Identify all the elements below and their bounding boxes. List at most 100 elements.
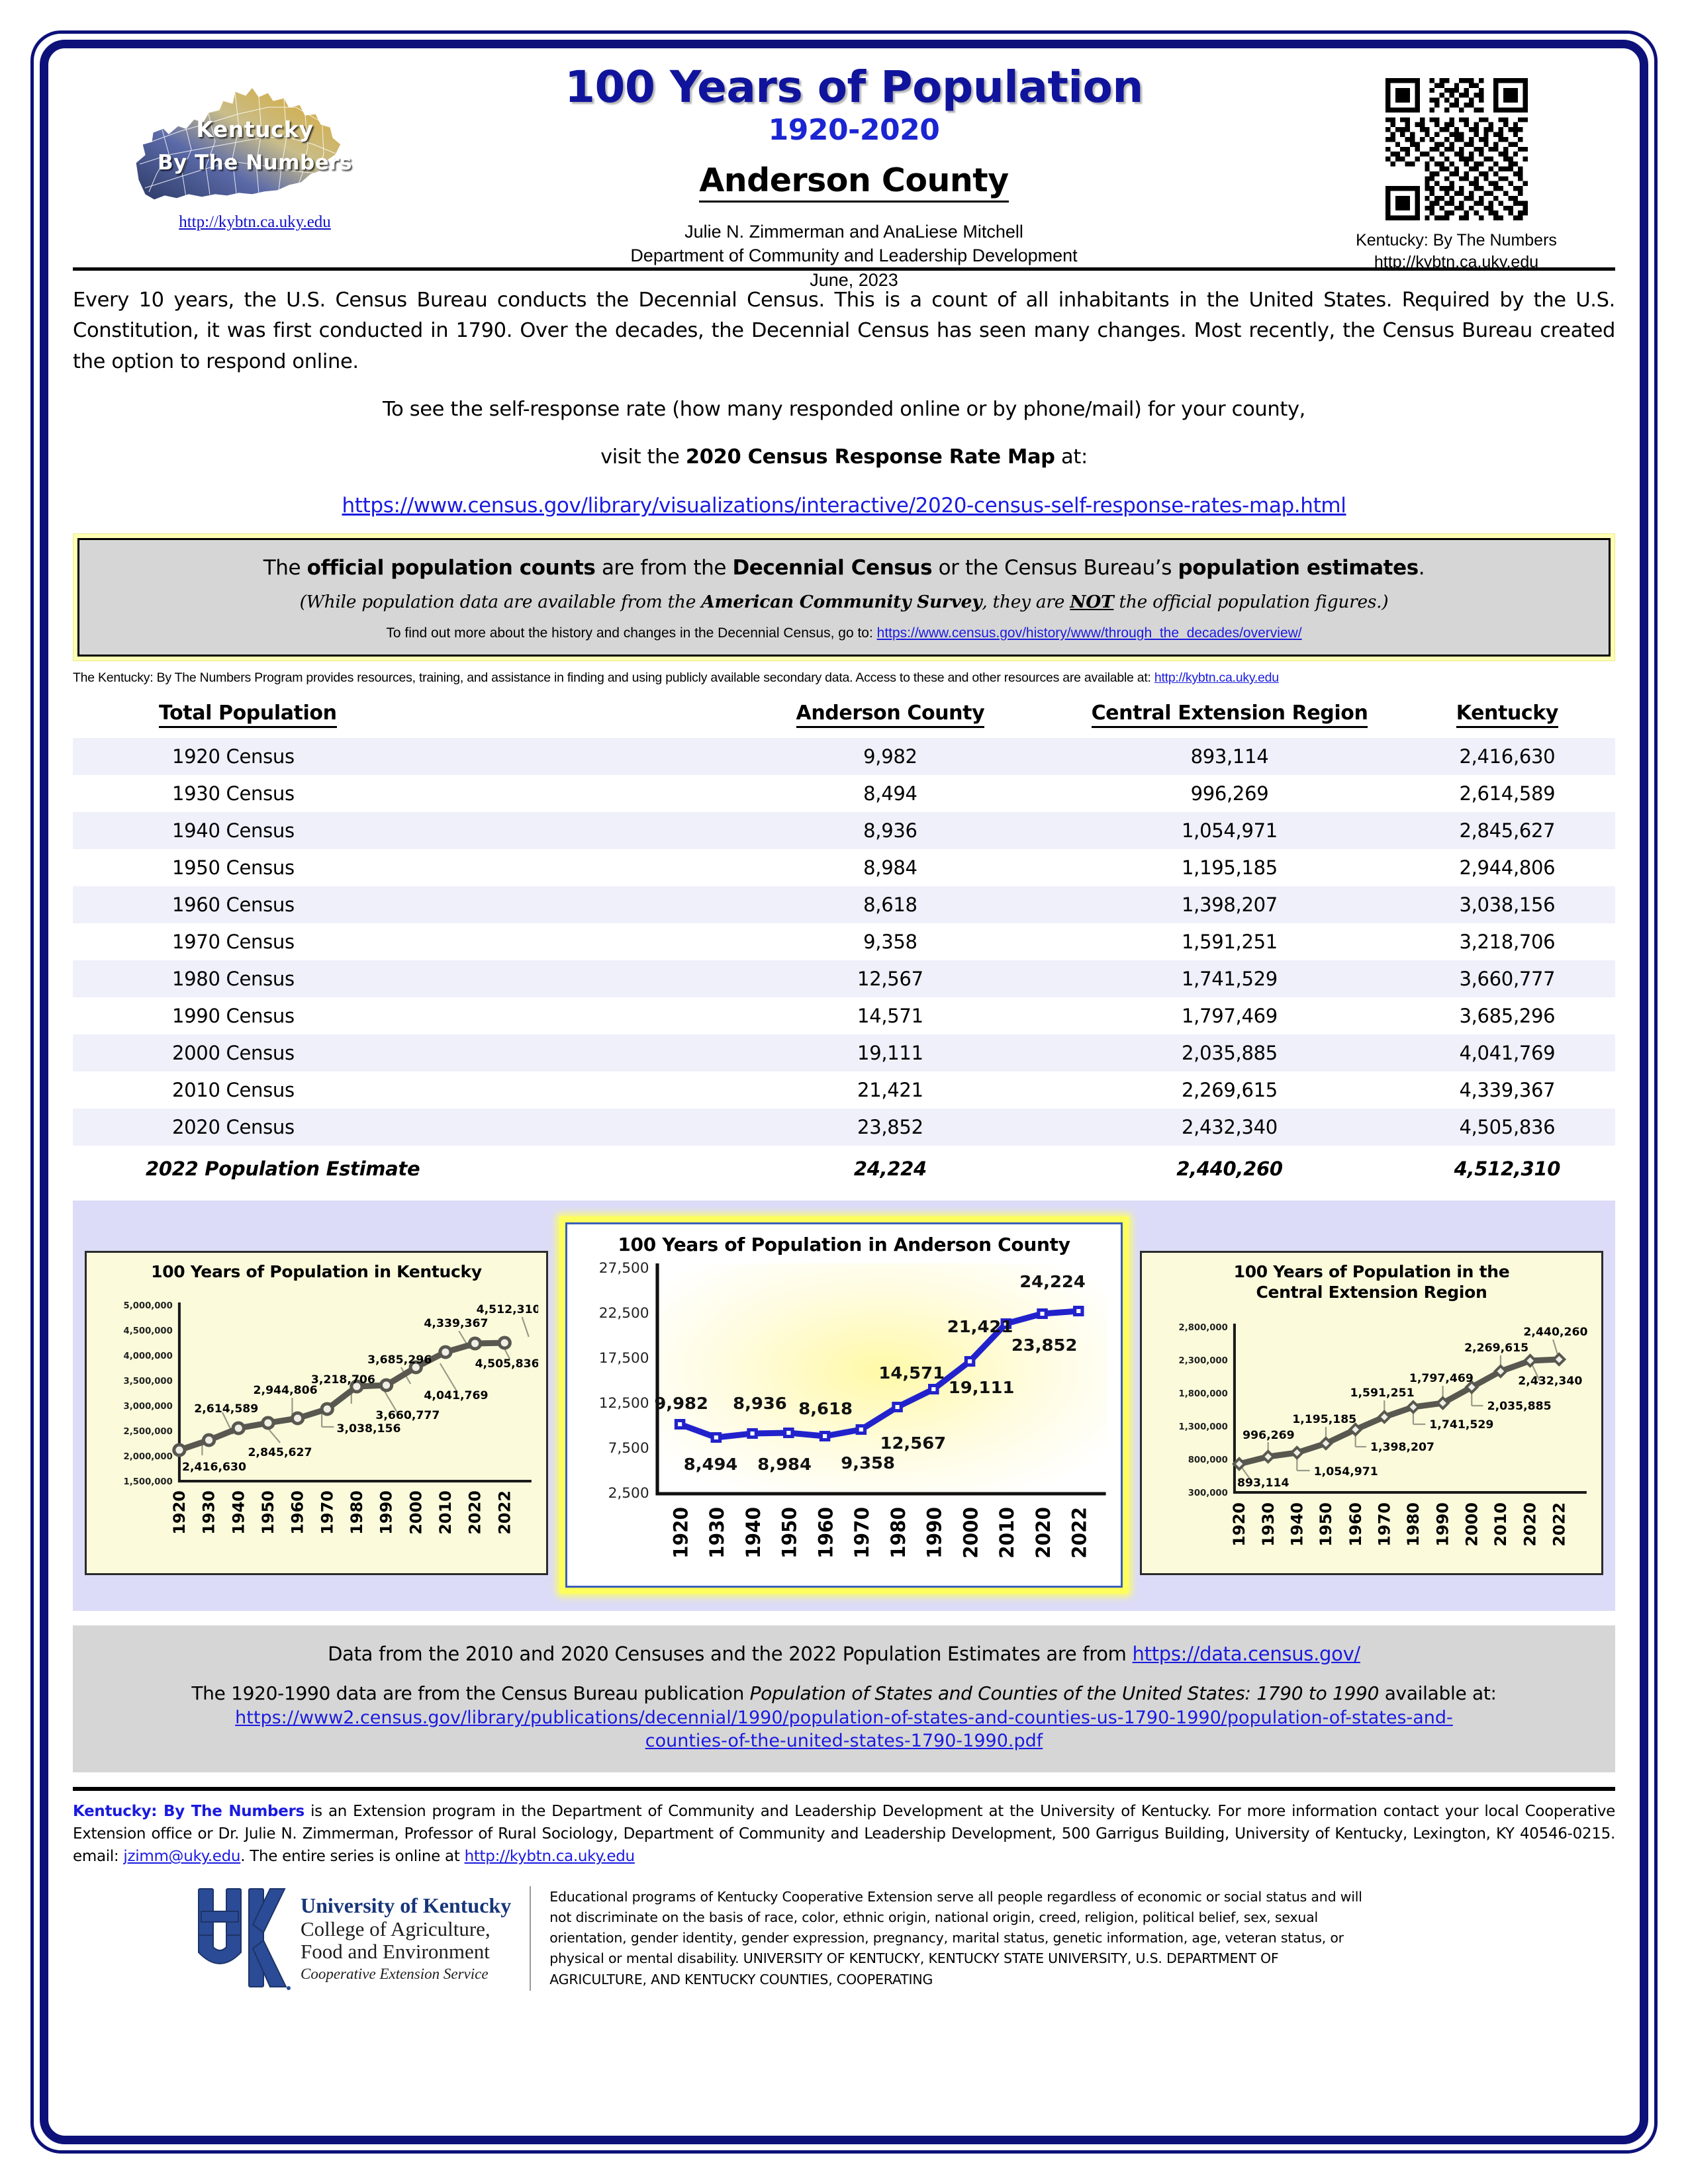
svg-text:2,500: 2,500 [608, 1485, 649, 1502]
email-link[interactable]: jzimm@uky.edu [123, 1848, 241, 1866]
intro-paragraph: Every 10 years, the U.S. Census Bureau c… [73, 289, 1615, 373]
program-note-link[interactable]: http://kybtn.ca.uky.edu [1154, 670, 1279, 686]
c1d: Decennial Census [732, 556, 933, 580]
svg-text:2,000,000: 2,000,000 [124, 1452, 173, 1462]
row-state: 3,660,777 [1399, 960, 1615, 998]
col-header-region: Central Extension Region [1060, 695, 1399, 729]
data-census-gov-link[interactable]: https://data.census.gov/ [1132, 1643, 1361, 1666]
svg-text:4,041,769: 4,041,769 [424, 1389, 488, 1402]
svg-text:4,500,000: 4,500,000 [124, 1326, 173, 1336]
row-region: 996,269 [1190, 782, 1269, 805]
svg-text:1960: 1960 [289, 1490, 307, 1535]
svg-text:1,195,185: 1,195,185 [1292, 1413, 1356, 1426]
row-county: 9,358 [863, 931, 917, 954]
svg-text:5,000,000: 5,000,000 [124, 1301, 173, 1311]
row-county: 14,571 [857, 1005, 923, 1028]
svg-text:2000: 2000 [1462, 1502, 1481, 1547]
cta-post: at: [1055, 445, 1088, 469]
footer-note: Kentucky: By The Numbers is an Extension… [73, 1800, 1615, 1868]
page-border-outer [30, 30, 1658, 2154]
svg-text:1,500,000: 1,500,000 [124, 1477, 173, 1487]
row-state: 4,505,836 [1399, 1109, 1615, 1146]
table-row: 1940 Census 8,936 1,054,971 2,845,627 [73, 812, 1615, 850]
row-region: 2,035,885 [1060, 1034, 1399, 1072]
row-label: 2000 Census [73, 1034, 721, 1072]
table-row: 1980 Census 12,567 1,741,529 3,660,777 [73, 960, 1615, 998]
source-1-text: Data from the 2010 and 2020 Censuses and… [328, 1643, 1133, 1666]
kybtn-logo: Kentucky By The Numbers http://kybtn.ca.… [113, 78, 397, 232]
table-row: 2010 Census 21,421 2,269,615 4,339,367 [73, 1071, 1615, 1109]
row-county: 19,111 [720, 1034, 1060, 1072]
estimate-state: 4,512,310 [1454, 1158, 1561, 1181]
row-region: 1,591,251 [1182, 931, 1278, 954]
row-region: 1,741,529 [1060, 960, 1399, 998]
row-state: 2,416,630 [1399, 738, 1615, 776]
svg-text:1,300,000: 1,300,000 [1179, 1422, 1228, 1432]
header-divider [73, 267, 1615, 271]
qr-code-icon[interactable] [1385, 78, 1528, 220]
official-counts-callout: The official population counts are from … [77, 538, 1611, 657]
row-county: 8,936 [720, 812, 1060, 850]
table-row: 2020 Census 23,852 2,432,340 4,505,836 [73, 1109, 1615, 1146]
svg-text:2,269,615: 2,269,615 [1464, 1342, 1528, 1355]
svg-text:2020: 2020 [1032, 1507, 1055, 1559]
c2a: (While population data are available fro… [299, 592, 702, 613]
table-row: 2000 Census 19,111 2,035,885 4,041,769 [73, 1034, 1615, 1072]
sources-section: Data from the 2010 and 2020 Censuses and… [73, 1625, 1615, 1773]
row-label: 1930 Census [172, 782, 295, 805]
svg-text:14,571: 14,571 [878, 1363, 945, 1383]
intro-section: Every 10 years, the U.S. Census Bureau c… [73, 285, 1615, 522]
chart-anderson-plot: 27,500 22,500 17,500 12,500 7,500 2,500 [574, 1258, 1114, 1569]
svg-text:1,797,469: 1,797,469 [1409, 1372, 1474, 1385]
row-label: 2020 Census [73, 1109, 721, 1146]
footer-text-a: is an Extension program in the Departmen… [73, 1803, 1615, 1866]
uk-footer-divider [530, 1886, 532, 1991]
program-note-text: The Kentucky: By The Numbers Program pro… [73, 670, 1154, 686]
table-row: 1930 Census 8,494 996,269 2,614,589 [73, 775, 1615, 812]
chart-region-title-line-1: 100 Years of Population in the [1233, 1262, 1510, 1282]
svg-text:1990: 1990 [377, 1490, 396, 1535]
svg-text:1930: 1930 [1259, 1502, 1278, 1547]
logo-line-2: By The Numbers [158, 151, 352, 175]
census-response-map-link[interactable]: https://www.census.gov/library/visualiza… [342, 493, 1346, 518]
page-border-inner [40, 40, 1648, 2144]
source-pdf-link-part-2[interactable]: counties-of-the-united-states-1790-1990.… [645, 1730, 1043, 1751]
svg-text:1990: 1990 [1434, 1502, 1452, 1547]
svg-text:2022: 2022 [495, 1490, 514, 1535]
table-row: 1950 Census 8,984 1,195,185 2,944,806 [73, 849, 1615, 886]
svg-text:19,111: 19,111 [949, 1378, 1015, 1398]
svg-text:300,000: 300,000 [1188, 1488, 1228, 1498]
row-region: 2,432,340 [1060, 1109, 1399, 1146]
col-header-label: Total Population [73, 695, 721, 729]
source-pdf-link[interactable]: https://www2.census.gov/library/publicat… [93, 1707, 1595, 1752]
row-label: 1920 Census [73, 738, 721, 776]
source-pdf-link-part-1[interactable]: https://www2.census.gov/library/publicat… [235, 1707, 1453, 1729]
row-county: 8,984 [863, 856, 917, 880]
callout-line-1: The official population counts are from … [99, 556, 1589, 580]
svg-text:2000: 2000 [406, 1490, 425, 1535]
svg-text:1980: 1980 [348, 1490, 366, 1535]
series-link[interactable]: http://kybtn.ca.uky.edu [464, 1848, 635, 1866]
census-history-link[interactable]: https://www.census.gov/history/www/throu… [876, 625, 1302, 641]
svg-text:1990: 1990 [923, 1507, 946, 1559]
table-row: 1920 Census 9,982 893,114 2,416,630 [73, 738, 1615, 776]
row-label: 1960 Census [73, 886, 721, 924]
table-header-row: Total Population Anderson County Central… [73, 695, 1615, 729]
footer-brand: Kentucky: By The Numbers [73, 1803, 305, 1821]
row-region: 2,269,615 [1182, 1079, 1278, 1102]
callout-line-3: To find out more about the history and c… [99, 625, 1589, 641]
row-state: 2,614,589 [1459, 782, 1556, 805]
c1a: The [263, 556, 307, 580]
svg-text:996,269: 996,269 [1243, 1429, 1295, 1442]
logo-url-link[interactable]: http://kybtn.ca.uky.edu [179, 213, 331, 231]
svg-text:1940: 1940 [743, 1507, 765, 1559]
svg-text:21,421: 21,421 [947, 1317, 1013, 1337]
table-row-estimate: 2022 Population Estimate 24,224 2,440,260 4… [73, 1146, 1615, 1187]
source-2-a: The 1920-1990 data are from the Census B… [191, 1682, 750, 1705]
row-label: 1970 Census [172, 931, 295, 954]
c1c: are from the [595, 556, 733, 580]
svg-text:2,035,885: 2,035,885 [1487, 1400, 1552, 1413]
svg-text:9,982: 9,982 [654, 1394, 708, 1414]
row-label: 1950 Census [172, 856, 295, 880]
